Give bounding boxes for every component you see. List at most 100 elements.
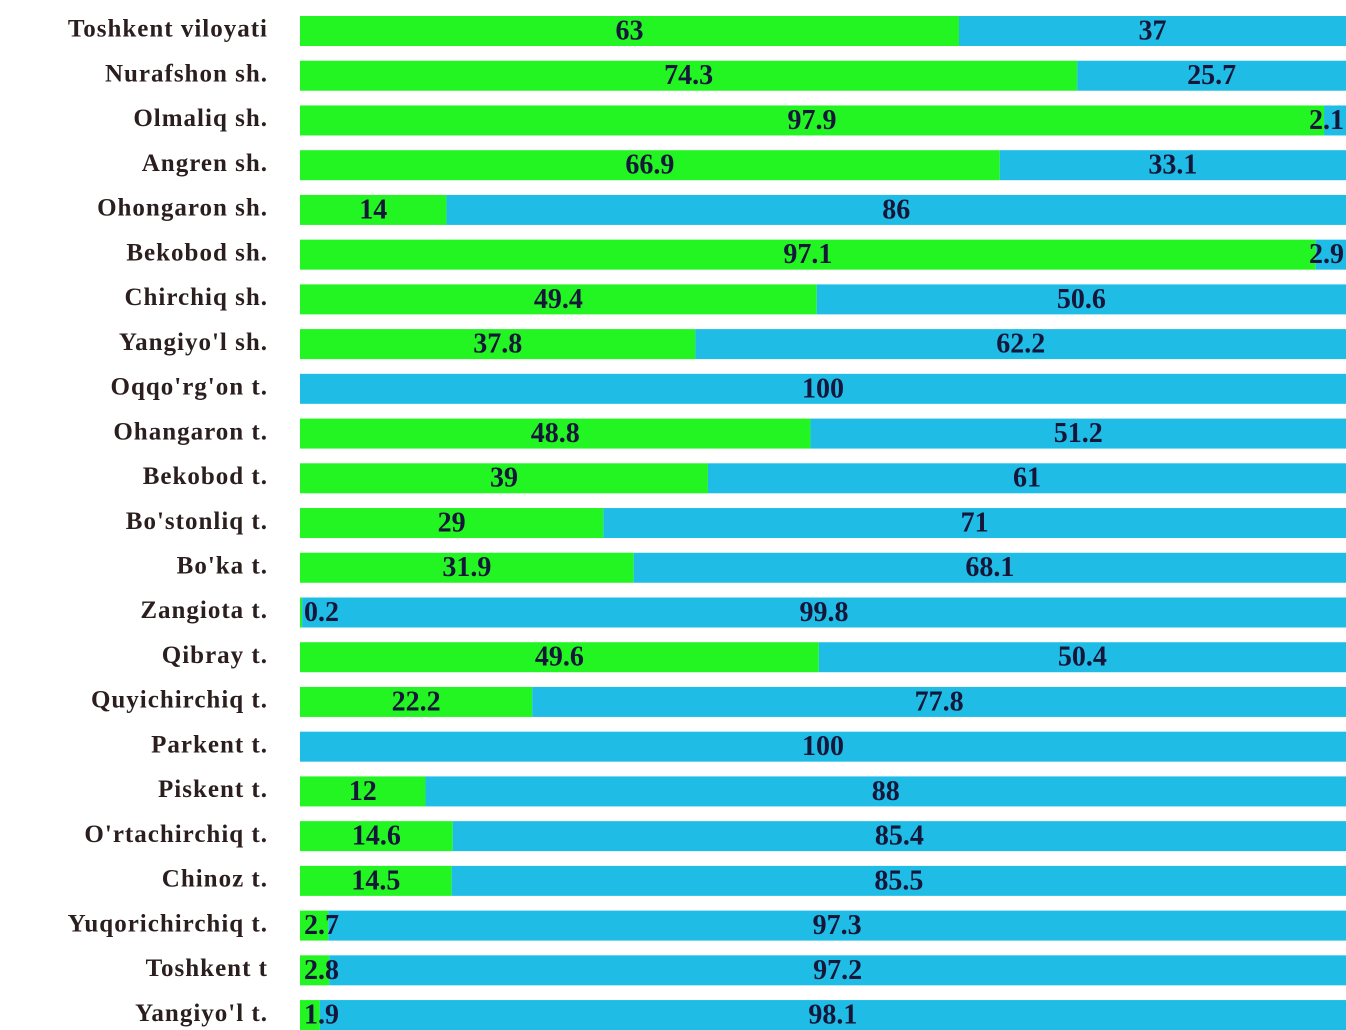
bar-segment xyxy=(707,463,1346,494)
value-label: 88 xyxy=(872,776,900,807)
value-label: 48.8 xyxy=(531,418,580,449)
bar-segment xyxy=(300,239,1316,270)
bar-segment xyxy=(300,776,426,807)
value-label: 97.1 xyxy=(783,239,832,270)
bar-segment xyxy=(300,597,303,628)
bar-segment xyxy=(451,865,1346,896)
value-label: 63 xyxy=(615,15,643,46)
category-label: Quyichirchiq t. xyxy=(91,687,268,714)
category-label: Oqqo'rg'on t. xyxy=(111,374,268,401)
bar-segment xyxy=(300,1000,320,1030)
category-label: Bekobod sh. xyxy=(126,239,268,266)
bar-segment xyxy=(300,642,819,673)
value-label: 97.3 xyxy=(813,910,862,941)
bar-segment xyxy=(300,463,708,494)
bar-segment xyxy=(810,418,1346,449)
category-label: Ohangaron t. xyxy=(113,418,268,445)
value-label: 77.8 xyxy=(915,686,964,717)
value-label: 86 xyxy=(882,194,910,225)
bar-segment xyxy=(300,955,330,986)
value-label: 2.9 xyxy=(1309,239,1344,270)
value-label: 22.2 xyxy=(392,686,441,717)
value-label: 2.7 xyxy=(304,910,339,941)
bar-segment xyxy=(319,1000,1346,1030)
value-label: 99.8 xyxy=(800,597,849,628)
bar-segment xyxy=(300,686,533,717)
category-label: Chinoz t. xyxy=(162,866,268,893)
category-label: Ohongaron sh. xyxy=(97,195,268,222)
value-label: 14 xyxy=(359,194,387,225)
category-label: Piskent t. xyxy=(158,776,268,803)
bar-segment xyxy=(300,373,1346,404)
value-label: 98.1 xyxy=(808,999,857,1030)
value-label: 50.6 xyxy=(1057,284,1106,315)
bar-segment xyxy=(603,508,1346,539)
bar-segment xyxy=(633,552,1346,583)
category-label: Parkent t. xyxy=(151,731,268,758)
category-label: Bo'ka t. xyxy=(177,552,268,579)
value-label: 37.8 xyxy=(473,329,522,360)
category-label: Chirchiq sh. xyxy=(124,284,268,311)
value-label: 49.4 xyxy=(534,284,583,315)
category-label: Nurafshon sh. xyxy=(105,60,268,87)
value-label: 0.2 xyxy=(304,597,339,628)
bar-segment xyxy=(300,16,959,46)
bar-segment xyxy=(300,105,1325,136)
bar-segment xyxy=(446,194,1346,225)
bar-segment xyxy=(452,821,1346,852)
category-label: Yuqorichirchiq t. xyxy=(68,910,268,937)
bar-segment xyxy=(425,776,1346,807)
value-label: 49.6 xyxy=(535,642,584,673)
category-label: Toshkent t xyxy=(146,955,268,982)
bar-segment xyxy=(1324,105,1346,136)
bar-segment xyxy=(1077,60,1346,91)
bar-segment xyxy=(816,284,1346,315)
category-label: Yangiyo'l sh. xyxy=(119,329,268,356)
category-label: Angren sh. xyxy=(142,150,268,177)
value-label: 100 xyxy=(802,373,844,404)
bar-segment xyxy=(300,552,634,583)
category-label: Yangiyo'l t. xyxy=(135,1000,268,1027)
value-label: 62.2 xyxy=(996,329,1045,360)
value-label: 29 xyxy=(438,507,466,538)
bar-segment xyxy=(695,329,1346,360)
value-label: 97.2 xyxy=(813,955,862,986)
value-label: 2.8 xyxy=(304,955,339,986)
value-label: 100 xyxy=(802,731,844,762)
value-label: 74.3 xyxy=(664,60,713,91)
bar-segment xyxy=(532,686,1346,717)
value-label: 37 xyxy=(1138,15,1166,46)
value-label: 50.4 xyxy=(1058,642,1107,673)
value-label: 85.4 xyxy=(875,821,924,852)
category-label: Bekobod t. xyxy=(143,463,268,490)
category-label: O'rtachirchiq t. xyxy=(84,821,268,848)
bar-segment xyxy=(999,150,1346,181)
bar-segment xyxy=(329,955,1346,986)
value-label: 61 xyxy=(1013,463,1041,494)
category-label: Bo'stonliq t. xyxy=(126,508,268,535)
value-label: 2.1 xyxy=(1309,105,1344,136)
value-label: 14.6 xyxy=(352,821,401,852)
value-label: 51.2 xyxy=(1054,418,1103,449)
bar-segment xyxy=(1315,239,1346,270)
bar-segment xyxy=(300,150,1000,181)
bar-segment xyxy=(818,642,1346,673)
bar-segment xyxy=(300,284,817,315)
bar-segment xyxy=(300,821,453,852)
category-label: Toshkent viloyati xyxy=(68,16,268,43)
bar-segment xyxy=(328,910,1346,941)
bar-segment xyxy=(300,910,329,941)
value-label: 97.9 xyxy=(788,105,837,136)
value-label: 39 xyxy=(490,463,518,494)
bar-segment xyxy=(300,329,696,360)
bar-segment xyxy=(300,731,1346,762)
bar-segment xyxy=(300,865,452,896)
value-label: 85.5 xyxy=(874,865,923,896)
category-label: Olmaliq sh. xyxy=(133,105,268,132)
bar-segment xyxy=(300,418,811,449)
value-label: 33.1 xyxy=(1148,150,1197,181)
value-label: 25.7 xyxy=(1187,60,1236,91)
bar-segment xyxy=(300,508,604,539)
bar-segment xyxy=(300,194,447,225)
